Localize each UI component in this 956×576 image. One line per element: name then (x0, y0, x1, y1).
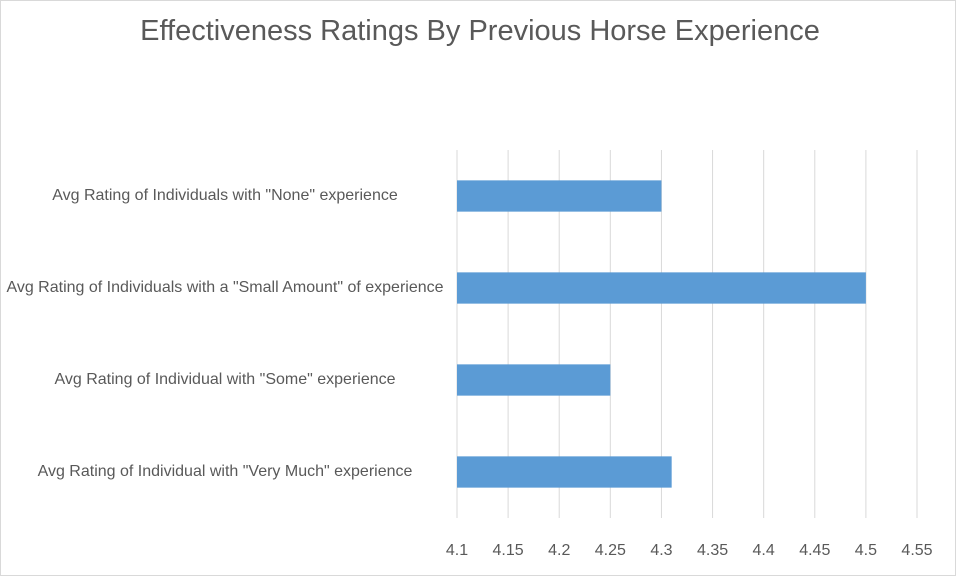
x-tick-label: 4.5 (855, 542, 877, 559)
x-tick-label: 4.3 (650, 542, 672, 559)
chart-title: Effectiveness Ratings By Previous Horse … (140, 15, 820, 47)
bar (457, 272, 866, 304)
y-tick-label: Avg Rating of Individual with "Some" exp… (54, 371, 396, 388)
x-tick-label: 4.45 (799, 542, 830, 559)
y-tick-label: Avg Rating of Individuals with a "Small … (6, 279, 444, 296)
y-tick-label: Avg Rating of Individuals with "None" ex… (52, 187, 398, 204)
x-tick-label: 4.25 (595, 542, 626, 559)
x-tick-label: 4.55 (901, 542, 932, 559)
x-tick-label: 4.15 (493, 542, 524, 559)
x-tick-label: 4.2 (548, 542, 570, 559)
y-tick-label: Avg Rating of Individual with "Very Much… (37, 463, 413, 480)
bar (457, 364, 611, 396)
x-tick-label: 4.1 (446, 542, 468, 559)
bar (457, 456, 672, 488)
x-tick-label: 4.35 (697, 542, 728, 559)
x-tick-label: 4.4 (753, 542, 775, 559)
bar (457, 180, 662, 212)
